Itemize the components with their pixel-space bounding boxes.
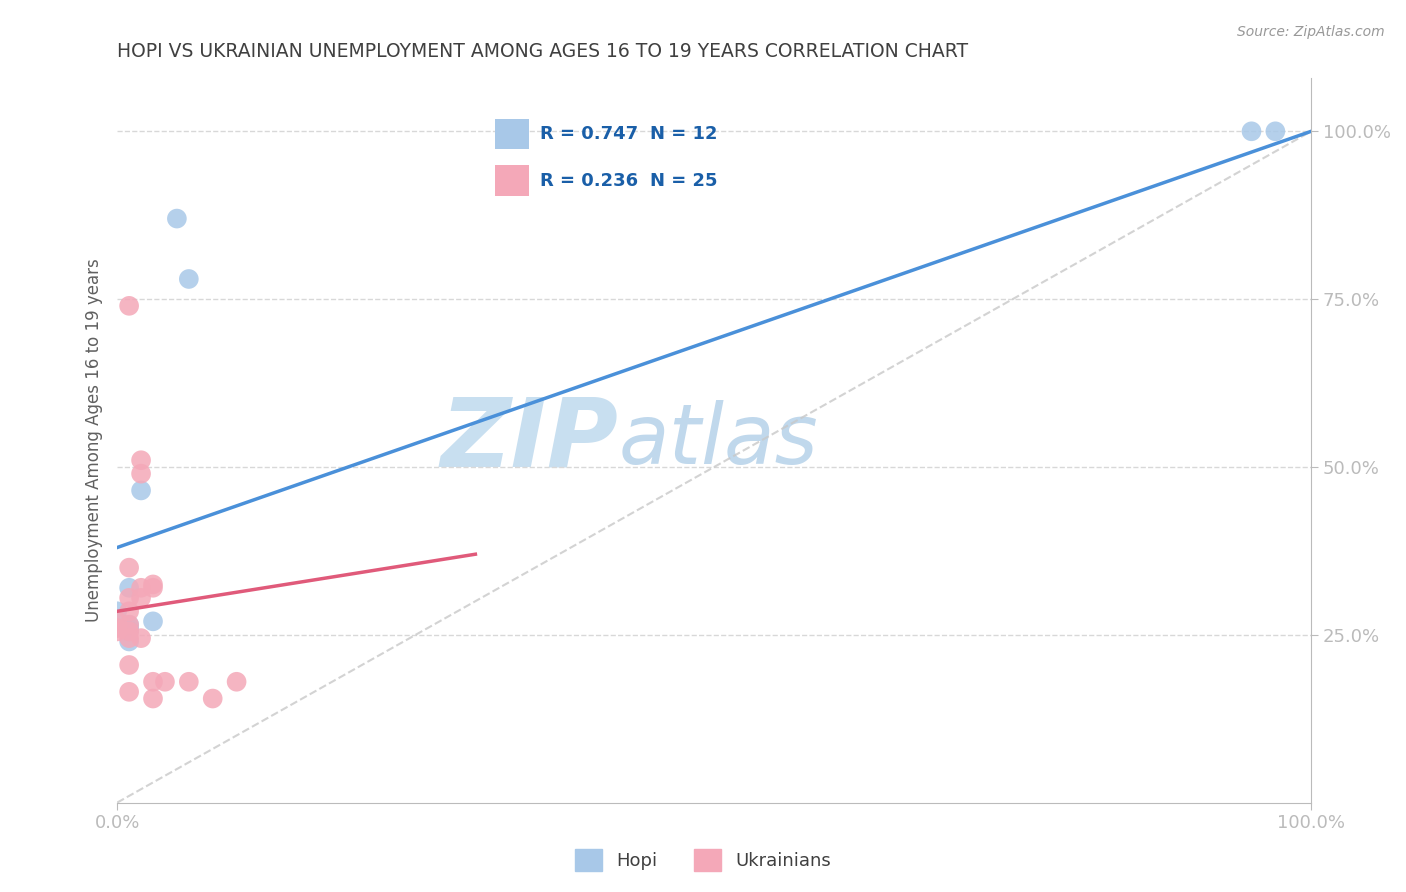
Point xyxy=(118,299,141,313)
Text: Source: ZipAtlas.com: Source: ZipAtlas.com xyxy=(1237,25,1385,39)
Point xyxy=(118,685,141,699)
Point xyxy=(129,581,152,595)
Point xyxy=(142,615,165,629)
Point xyxy=(142,581,165,595)
Point xyxy=(177,272,200,286)
Point xyxy=(118,581,141,595)
Point xyxy=(105,621,128,635)
Point xyxy=(118,604,141,618)
Point xyxy=(118,631,141,645)
Point xyxy=(118,634,141,648)
Point xyxy=(153,674,176,689)
Point xyxy=(105,615,128,629)
Text: ZIP: ZIP xyxy=(441,393,619,487)
Point xyxy=(129,467,152,481)
Point xyxy=(118,617,141,632)
Point xyxy=(142,691,165,706)
Point xyxy=(118,624,141,639)
Point xyxy=(129,483,152,498)
Point xyxy=(1240,124,1263,138)
Point xyxy=(118,624,141,639)
Point xyxy=(118,657,141,672)
Point xyxy=(142,674,165,689)
Text: HOPI VS UKRAINIAN UNEMPLOYMENT AMONG AGES 16 TO 19 YEARS CORRELATION CHART: HOPI VS UKRAINIAN UNEMPLOYMENT AMONG AGE… xyxy=(117,42,969,61)
Y-axis label: Unemployment Among Ages 16 to 19 years: Unemployment Among Ages 16 to 19 years xyxy=(86,258,103,622)
Point xyxy=(166,211,188,226)
Legend: Hopi, Ukrainians: Hopi, Ukrainians xyxy=(568,842,838,879)
Point xyxy=(1264,124,1286,138)
Point xyxy=(118,591,141,605)
Point xyxy=(225,674,247,689)
Point xyxy=(142,577,165,591)
Point xyxy=(129,453,152,467)
Point xyxy=(177,674,200,689)
Point xyxy=(201,691,224,706)
Point xyxy=(118,621,141,635)
Point xyxy=(105,604,128,618)
Text: atlas: atlas xyxy=(619,400,818,481)
Point xyxy=(105,624,128,639)
Point xyxy=(129,631,152,645)
Point xyxy=(129,591,152,605)
Point xyxy=(118,560,141,574)
Point xyxy=(118,617,141,632)
